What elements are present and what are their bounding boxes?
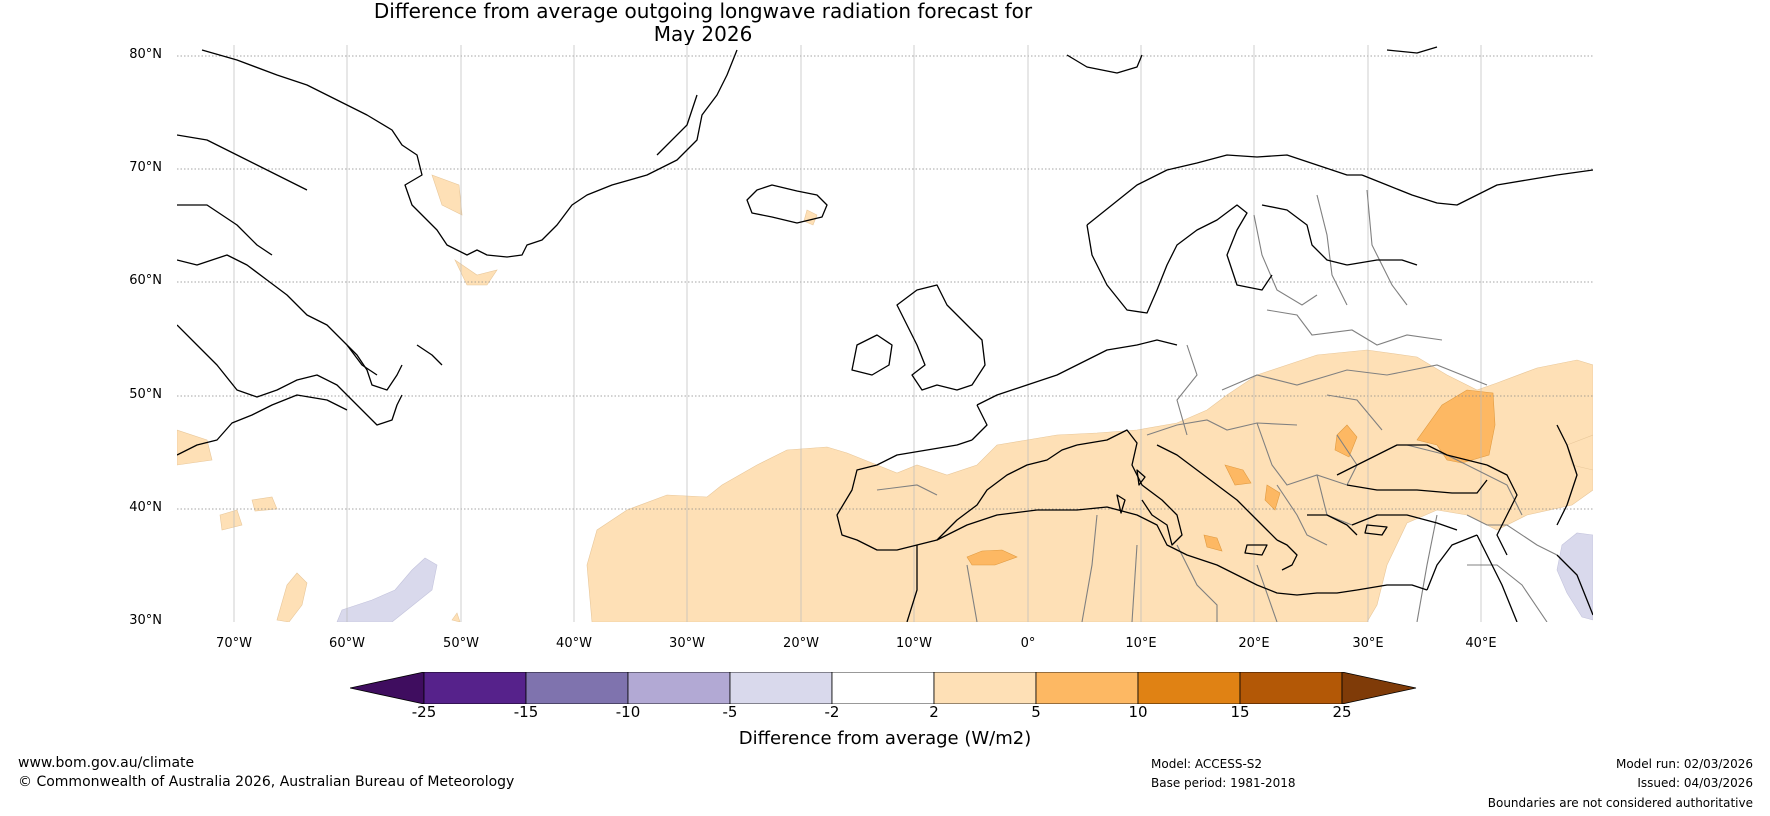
lon-label-20w: 20°W: [783, 636, 819, 651]
lat-label-70n: 70°N: [129, 160, 162, 175]
colorbar-segment-9: [1239, 672, 1343, 704]
colorbar-tick: -10: [615, 703, 641, 721]
lat-label-30n: 30°N: [129, 613, 162, 628]
lat-label-60n: 60°N: [129, 273, 162, 288]
lon-label-70w: 70°W: [216, 636, 252, 651]
colorbar-extend-low: [350, 672, 425, 704]
colorbar-label: Difference from average (W/m2): [738, 728, 1032, 749]
coastlines: [177, 46, 1593, 622]
title-line-2: May 2026: [653, 22, 753, 46]
meridians: [233, 45, 1482, 622]
colorbar-tick: -5: [722, 703, 738, 721]
colorbar-tick: 25: [1332, 703, 1352, 721]
lon-label-40e: 40°E: [1465, 636, 1497, 651]
lon-label-0: 0°: [1020, 636, 1036, 651]
lon-label-40w: 40°W: [556, 636, 592, 651]
lon-label-30e: 30°E: [1352, 636, 1384, 651]
colorbar-tick: 15: [1230, 703, 1250, 721]
colorbar-tick: 2: [929, 703, 939, 721]
base-period: Base period: 1981-2018: [1151, 776, 1296, 790]
model-run: Model run: 02/03/2026: [1615, 757, 1753, 771]
colorbar-tick: -2: [824, 703, 840, 721]
graticule: [177, 55, 1593, 510]
colorbar-tick: 10: [1128, 703, 1148, 721]
map-canvas: [177, 45, 1593, 622]
colorbar-tick: -15: [513, 703, 539, 721]
colorbar-tick: 5: [1031, 703, 1041, 721]
anomaly-fill-orange: [966, 389, 1496, 566]
lon-label-10w: 10°W: [896, 636, 932, 651]
colorbar-segment-5: [831, 672, 935, 704]
map-area: [177, 45, 1593, 622]
issued-date: Issued: 04/03/2026: [1637, 776, 1753, 790]
colorbar-segment-2: [525, 672, 629, 704]
lat-label-40n: 40°N: [129, 500, 162, 515]
website-link[interactable]: www.bom.gov.au/climate: [18, 755, 195, 771]
title-line-1: Difference from average outgoing longwav…: [373, 0, 1033, 23]
chart-title: Difference from average outgoing longwav…: [0, 0, 1406, 46]
colorbar-tick: -25: [411, 703, 437, 721]
lat-label-50n: 50°N: [129, 387, 162, 402]
lat-label-80n: 80°N: [129, 47, 162, 62]
colorbar-segment-7: [1035, 672, 1139, 704]
colorbar-segment-1: [423, 672, 527, 704]
lon-label-10e: 10°E: [1125, 636, 1157, 651]
country-borders: [876, 189, 1558, 622]
anomaly-fill-light-orange: [177, 174, 1593, 622]
colorbar-segment-6: [933, 672, 1037, 704]
colorbar: [350, 672, 1417, 704]
anomaly-fill-lavender: [336, 532, 1593, 622]
colorbar-segment-4: [729, 672, 833, 704]
disclaimer: Boundaries are not considered authoritat…: [1487, 796, 1753, 810]
colorbar-segment-3: [627, 672, 731, 704]
colorbar-extend-high: [1341, 672, 1417, 704]
lon-label-50w: 50°W: [443, 636, 479, 651]
model-name: Model: ACCESS-S2: [1151, 757, 1263, 771]
lon-label-20e: 20°E: [1238, 636, 1270, 651]
colorbar-segment-8: [1137, 672, 1241, 704]
lon-label-30w: 30°W: [669, 636, 705, 651]
copyright: © Commonwealth of Australia 2026, Austra…: [18, 774, 515, 790]
lon-label-60w: 60°W: [329, 636, 365, 651]
